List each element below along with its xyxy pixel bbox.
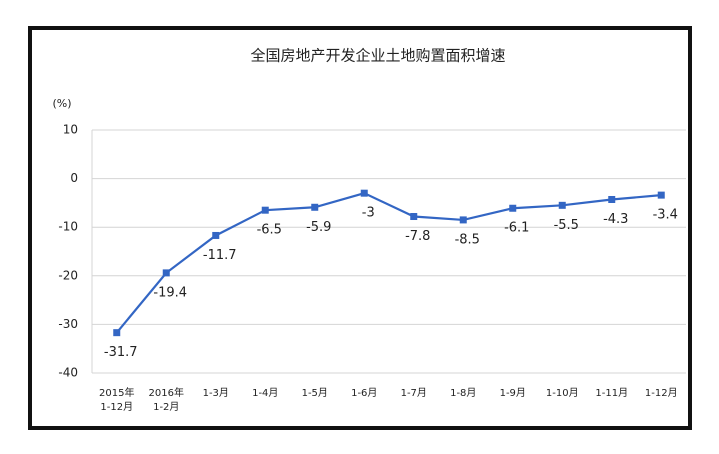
- x-tick-label: 1-7月: [401, 387, 427, 399]
- x-tick-label: 1-5月: [302, 387, 328, 399]
- data-point: [558, 201, 566, 209]
- x-tick-label-line: 1-12月: [645, 387, 678, 399]
- data-point: [459, 216, 467, 224]
- x-tick-label-line: 1-7月: [401, 387, 427, 399]
- data-point: [360, 189, 368, 197]
- data-point: [261, 206, 269, 214]
- data-label: -5.5: [554, 218, 579, 233]
- x-tick-label-line: 1-5月: [302, 387, 328, 399]
- data-label: -19.4: [153, 285, 187, 300]
- x-tick-label-line: 1-8月: [450, 387, 476, 399]
- x-tick-label-line: 1-2月: [153, 401, 179, 413]
- x-tick-label: 2016年 1-2月: [149, 386, 184, 413]
- x-tick-label-line: 1-6月: [351, 387, 377, 399]
- x-tick-label: 1-9月: [500, 387, 526, 399]
- x-tick-label: 2015年 1-12月: [99, 386, 134, 413]
- data-point: [608, 195, 616, 203]
- data-label: -6.1: [504, 221, 529, 236]
- data-label: -3.4: [653, 208, 678, 223]
- x-tick-label-line: 1-3月: [203, 387, 229, 399]
- y-axis-label: (%): [52, 97, 71, 110]
- x-tick-label: 1-12月: [645, 387, 678, 399]
- y-tick-label: -10: [58, 220, 78, 234]
- data-point: [509, 204, 517, 212]
- chart-title: 全国房地产开发企业土地购置面积增速: [250, 47, 505, 65]
- data-point: [212, 231, 220, 239]
- data-point: [162, 269, 170, 277]
- x-tick-label-line: 2016年: [149, 386, 184, 399]
- x-tick-label-line: 1-11月: [595, 387, 628, 399]
- x-tick-label-line: 1-10月: [546, 387, 579, 399]
- x-tick-label-line: 1-4月: [252, 387, 278, 399]
- x-tick-label: 1-3月: [203, 387, 229, 399]
- data-point: [657, 191, 665, 199]
- data-label: -7.8: [405, 229, 430, 244]
- data-label: -4.3: [603, 212, 628, 227]
- y-tick-label: -40: [58, 366, 78, 380]
- y-tick-label: 0: [70, 171, 78, 185]
- y-tick-label: -30: [58, 317, 78, 331]
- frame: [28, 26, 692, 430]
- x-tick-label-line: 1-12月: [100, 401, 133, 413]
- y-tick-label: 10: [63, 123, 78, 137]
- data-label: -8.5: [455, 232, 480, 247]
- data-label: -31.7: [104, 345, 138, 360]
- data-point: [410, 213, 418, 221]
- data-point: [113, 329, 121, 337]
- x-tick-label: 1-4月: [252, 387, 278, 399]
- y-tick-label: -20: [58, 268, 78, 282]
- x-tick-label-line: 1-9月: [500, 387, 526, 399]
- data-label: -6.5: [257, 223, 282, 238]
- x-tick-label: 1-6月: [351, 387, 377, 399]
- data-line: [115, 192, 662, 334]
- x-tick-label-line: 2015年: [99, 386, 134, 399]
- data-point: [311, 203, 319, 211]
- x-tick-label: 1-11月: [595, 387, 628, 399]
- x-tick-label: 1-10月: [546, 387, 579, 399]
- data-label: -3: [362, 206, 375, 221]
- data-label: -11.7: [203, 248, 237, 263]
- data-label: -5.9: [306, 220, 331, 235]
- x-tick-label: 1-8月: [450, 387, 476, 399]
